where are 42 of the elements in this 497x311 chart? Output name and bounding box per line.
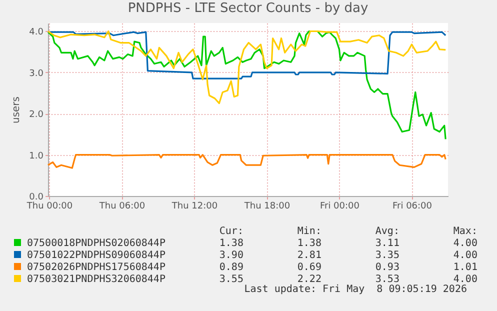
text: 4.00 <box>452 238 478 250</box>
x-tick-label: Thu 00:00 <box>26 202 73 212</box>
text: 2.81 <box>296 250 322 262</box>
x-tick-label: Thu 18:00 <box>243 202 290 212</box>
text: Cur: <box>218 226 244 238</box>
text: 4.00 <box>452 250 478 262</box>
text: Avg: <box>374 226 400 238</box>
line-series <box>47 30 446 104</box>
text: Max: <box>452 226 478 238</box>
line-series <box>47 31 446 80</box>
text: 2.22 <box>297 274 322 285</box>
text: 3.55 <box>218 274 244 286</box>
y-tick-label: 3.0 <box>29 68 44 79</box>
line-series <box>47 154 446 169</box>
text: 0.93 <box>374 262 400 274</box>
text: 4.00 <box>453 274 478 285</box>
legend-label: 07502026PNDPHS17560844P <box>26 262 166 274</box>
y-tick-label: 1.0 <box>29 151 44 162</box>
x-tick-label: Fri 06:00 <box>392 202 432 212</box>
y-axis-title: users <box>11 96 22 124</box>
x-tick-label: Thu 12:00 <box>170 202 218 212</box>
text: 0.69 <box>296 262 322 274</box>
legend-label: 07500018PNDPHS02060844P <box>26 238 166 250</box>
y-tick-label: 2.0 <box>29 110 44 120</box>
text: 1.38 <box>296 238 322 250</box>
legend-label: 07503021PNDPHS32060844P <box>26 274 166 286</box>
y-tick-label: 0.0 <box>29 192 44 202</box>
text: 3.35 <box>374 250 400 262</box>
legend-label: 07501022PNDPHS09060844P <box>26 250 166 262</box>
text: 3.11 <box>374 238 400 250</box>
x-tick-label: Thu 06:00 <box>98 202 146 212</box>
text: Min: <box>296 226 322 238</box>
text: 1.38 <box>218 238 244 250</box>
line-series <box>47 30 446 140</box>
text: 3.53 <box>374 274 400 285</box>
text: Last update: Fri May 8 09:05:19 2026 <box>244 284 467 295</box>
text: 0.89 <box>218 262 244 274</box>
chart-title: PNDPHS - LTE Sector Counts - by day <box>128 1 368 16</box>
text: 3.90 <box>218 250 244 262</box>
x-tick-label: Fri 00:00 <box>320 202 360 212</box>
text: 1.01 <box>452 262 478 274</box>
y-tick-label: 4.0 <box>29 28 44 38</box>
